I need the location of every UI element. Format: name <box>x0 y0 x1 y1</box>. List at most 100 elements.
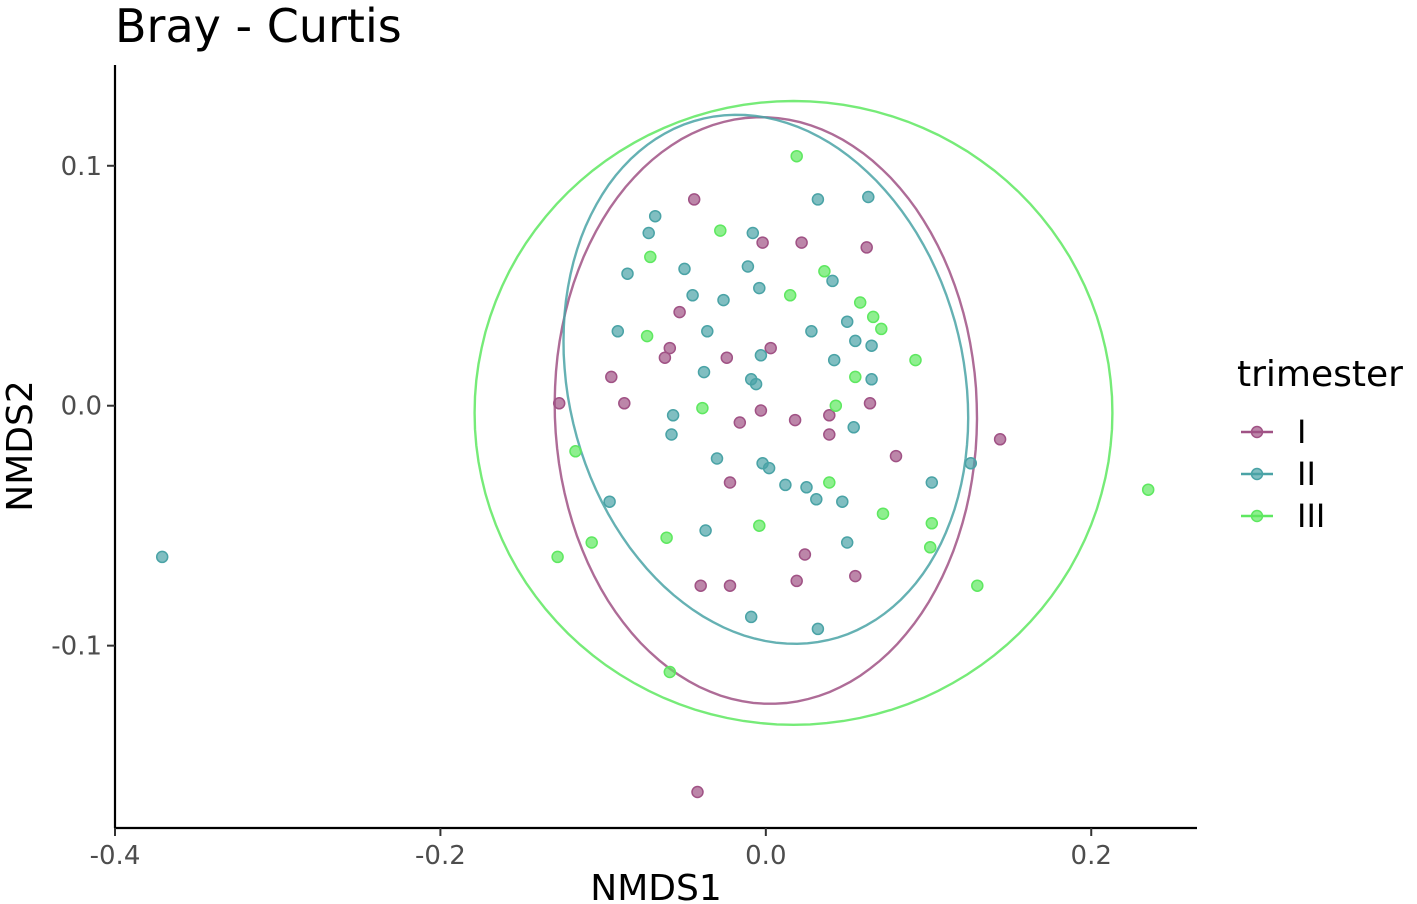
y-axis-ticks: -0.1 0.0 0.1 <box>51 152 115 662</box>
x-tick-label: -0.2 <box>415 841 466 871</box>
point-II <box>699 524 712 537</box>
point-I <box>823 428 836 441</box>
point-I <box>993 433 1007 446</box>
point-II <box>648 209 662 223</box>
point-II <box>678 262 691 276</box>
ellipse-II <box>562 113 970 646</box>
point-III <box>644 250 657 264</box>
x-axis-ticks: -0.4 -0.2 0.0 0.2 <box>90 828 1112 871</box>
point-III <box>663 665 677 679</box>
point-I <box>860 241 873 254</box>
point-II <box>754 349 768 362</box>
point-II <box>865 339 878 352</box>
point-III <box>866 310 880 324</box>
y-tick-label: 0.0 <box>61 392 102 422</box>
legend-label-II: II <box>1297 455 1316 493</box>
point-II <box>666 409 680 422</box>
point-II <box>865 373 878 386</box>
point-III <box>783 289 797 302</box>
point-II <box>697 365 711 379</box>
point-II <box>805 325 818 338</box>
point-I <box>764 341 777 355</box>
point-I <box>788 413 802 427</box>
point-I <box>756 236 769 249</box>
point-I <box>823 409 836 422</box>
point-III <box>875 322 888 336</box>
point-III <box>551 550 564 564</box>
legend-key-point <box>1250 509 1264 523</box>
point-II <box>717 293 730 307</box>
point-II <box>964 457 978 470</box>
point-II <box>746 226 760 240</box>
point-III <box>640 329 654 343</box>
point-III <box>925 517 939 530</box>
plot-area <box>155 99 1155 799</box>
point-II <box>811 622 825 636</box>
point-I <box>720 351 734 364</box>
data-points <box>155 149 1155 799</box>
legend-key-point <box>1250 425 1264 439</box>
point-I <box>798 548 812 561</box>
point-III <box>909 353 922 367</box>
y-tick-label: 0.1 <box>61 152 102 182</box>
point-III <box>585 536 598 549</box>
point-III <box>971 579 984 592</box>
point-I <box>618 397 631 410</box>
point-III <box>660 531 673 544</box>
point-II <box>840 315 854 328</box>
x-tick-label: -0.4 <box>90 841 141 871</box>
point-II <box>862 190 875 204</box>
point-II <box>826 274 839 288</box>
point-I <box>790 574 803 588</box>
legend-title: trimester <box>1237 354 1403 395</box>
point-II <box>611 325 625 338</box>
point-II <box>849 334 862 348</box>
point-I <box>889 449 903 463</box>
point-II <box>811 193 825 206</box>
point-II <box>603 495 616 508</box>
point-I <box>687 193 701 206</box>
x-axis-label: NMDS1 <box>590 868 721 904</box>
point-II <box>741 260 755 273</box>
point-II <box>744 610 758 624</box>
point-II <box>762 461 776 475</box>
ellipse-III <box>473 99 1114 727</box>
x-tick-label: 0.0 <box>745 841 786 871</box>
point-III <box>569 445 582 458</box>
point-III <box>923 541 937 554</box>
point-III <box>1141 483 1155 496</box>
point-II <box>847 421 860 434</box>
point-III <box>823 476 836 489</box>
point-III <box>818 265 831 278</box>
point-II <box>840 536 854 549</box>
point-II <box>836 495 849 508</box>
point-I <box>605 370 618 384</box>
point-I <box>691 785 704 799</box>
point-II <box>155 550 169 564</box>
point-III <box>696 401 709 415</box>
point-II <box>810 493 823 506</box>
legend-label-III: III <box>1297 497 1325 535</box>
legend-key-point <box>1250 467 1264 481</box>
point-II <box>621 267 634 280</box>
point-II <box>749 377 763 391</box>
point-II <box>710 452 724 465</box>
point-III <box>849 370 862 384</box>
chart-title: Bray - Curtis <box>115 0 402 53</box>
confidence-ellipses <box>473 99 1114 727</box>
point-I <box>795 236 808 249</box>
point-I <box>723 476 737 489</box>
point-I <box>863 397 877 410</box>
point-I <box>723 579 737 592</box>
point-II <box>753 281 766 295</box>
point-II <box>665 428 678 441</box>
point-I <box>552 397 566 410</box>
point-I <box>754 404 768 417</box>
x-tick-label: 0.2 <box>1071 841 1112 871</box>
legend-label-I: I <box>1297 413 1306 451</box>
point-II <box>925 476 939 489</box>
point-III <box>853 296 867 309</box>
point-I <box>849 569 862 583</box>
